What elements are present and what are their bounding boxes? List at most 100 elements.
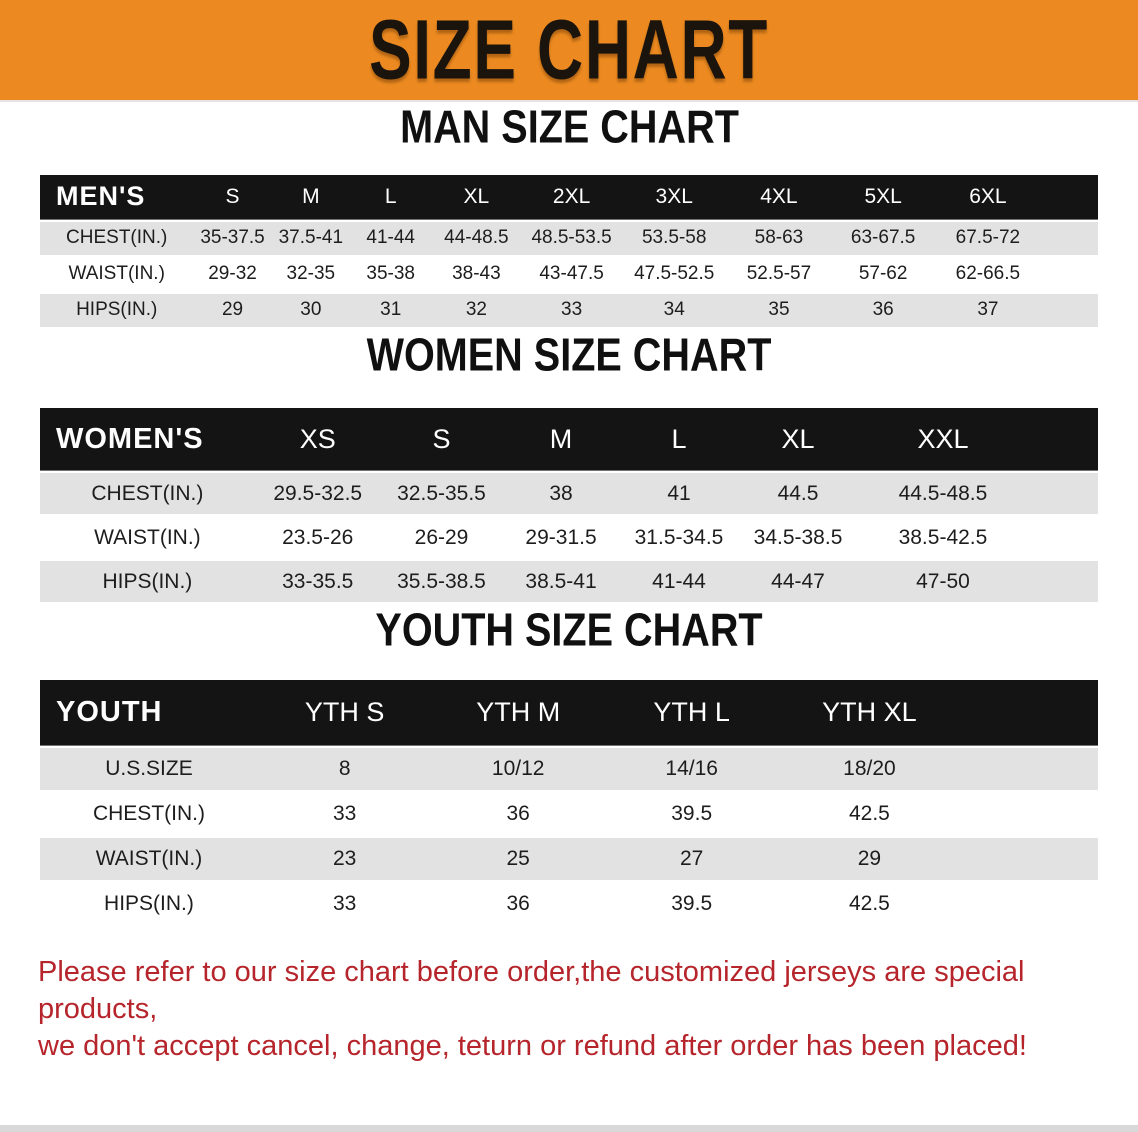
- youth-row-label: WAIST(IN.): [40, 837, 258, 880]
- women-section-title: WOMEN SIZE CHART: [366, 327, 772, 381]
- women-size-value: 29-31.5: [502, 517, 620, 558]
- men-size-value: 53.5-58: [621, 221, 727, 255]
- women-size-value: 38.5-42.5: [857, 517, 1029, 558]
- men-row-spacer: [1040, 221, 1098, 255]
- youth-size-value: 27: [604, 837, 779, 880]
- youth-size-table: YOUTH YTH S YTH M YTH L YTH XL U.S.SIZE 8 10/1…: [40, 677, 1098, 928]
- youth-size-value: 36: [431, 792, 605, 835]
- women-size-column-header: L: [619, 408, 739, 470]
- youth-table-row: HIPS(IN.) 33 36 39.5 42.5: [40, 882, 1098, 925]
- men-size-value: 43-47.5: [521, 257, 622, 291]
- disclaimer-text: Please refer to our size chart before or…: [38, 954, 1120, 1065]
- banner-title: SIZE CHART: [369, 2, 769, 97]
- men-table-row: HIPS(IN.) 29 30 31 32 33 34 35 36 37: [40, 293, 1098, 327]
- men-size-column-header: M: [271, 174, 350, 219]
- men-size-value: 52.5-57: [726, 257, 832, 291]
- men-row-label: CHEST(IN.): [40, 221, 194, 255]
- men-size-table-wrapper: MEN'S S M L XL 2XL 3XL 4XL 5XL 6XL CHEST(IN.) 35-3…: [0, 172, 1138, 330]
- women-table-row: HIPS(IN.) 33-35.5 35.5-38.5 38.5-41 41-44 44-…: [40, 561, 1098, 602]
- youth-size-value: 8: [257, 747, 432, 790]
- youth-size-value: 33: [257, 882, 432, 925]
- men-size-value: 31: [349, 293, 432, 327]
- men-size-value: 33: [521, 293, 622, 327]
- youth-size-column-header: YTH XL: [778, 679, 961, 745]
- men-size-value: 37.5-41: [271, 221, 350, 255]
- men-table-corner-label: MEN'S: [40, 174, 194, 219]
- men-size-value: 36: [831, 293, 935, 327]
- women-size-column-header: S: [380, 408, 503, 470]
- women-size-value: 41: [619, 473, 739, 514]
- youth-size-column-header: YTH L: [604, 679, 779, 745]
- women-row-label: WAIST(IN.): [40, 517, 255, 558]
- youth-row-label: U.S.SIZE: [40, 747, 258, 790]
- youth-size-table-wrapper: YOUTH YTH S YTH M YTH L YTH XL U.S.SIZE 8 10/1…: [0, 677, 1138, 928]
- women-size-value: 38: [502, 473, 620, 514]
- women-size-column-header: XS: [254, 408, 381, 470]
- men-size-value: 34: [621, 293, 727, 327]
- youth-size-value: 23: [257, 837, 432, 880]
- women-size-column-header: XXL: [857, 408, 1029, 470]
- youth-size-value: 39.5: [604, 882, 779, 925]
- men-size-value: 41-44: [349, 221, 432, 255]
- youth-table-row: U.S.SIZE 8 10/12 14/16 18/20: [40, 747, 1098, 790]
- youth-size-value: 33: [257, 792, 432, 835]
- women-row-spacer: [1028, 473, 1098, 514]
- women-size-value: 29.5-32.5: [254, 473, 381, 514]
- men-size-value: 48.5-53.5: [521, 221, 622, 255]
- youth-row-label: CHEST(IN.): [40, 792, 258, 835]
- youth-table-row: WAIST(IN.) 23 25 27 29: [40, 837, 1098, 880]
- youth-size-value: 18/20: [778, 747, 961, 790]
- women-size-table-wrapper: WOMEN'S XS S M L XL XXL CHEST(IN.) 29.5-32.5 32.…: [0, 405, 1138, 605]
- bottom-edge-strip: [0, 1125, 1138, 1132]
- men-size-column-header: 5XL: [831, 174, 935, 219]
- youth-size-value: 10/12: [431, 747, 605, 790]
- men-size-value: 30: [271, 293, 350, 327]
- women-table-corner-label: WOMEN'S: [40, 408, 255, 470]
- men-row-label: WAIST(IN.): [40, 257, 194, 291]
- youth-size-value: 14/16: [604, 747, 779, 790]
- men-size-value: 44-48.5: [431, 221, 522, 255]
- men-size-value: 38-43: [431, 257, 522, 291]
- youth-header-spacer: [960, 679, 1098, 745]
- men-size-value: 29-32: [193, 257, 272, 291]
- men-row-spacer: [1040, 257, 1098, 291]
- youth-size-column-header: YTH S: [257, 679, 432, 745]
- disclaimer-line-2: we don't accept cancel, change, teturn o…: [38, 1029, 1027, 1062]
- men-size-value: 58-63: [726, 221, 832, 255]
- youth-section-title: YOUTH SIZE CHART: [375, 602, 763, 657]
- men-row-spacer: [1040, 293, 1098, 327]
- men-size-value: 57-62: [831, 257, 935, 291]
- women-size-value: 35.5-38.5: [380, 561, 503, 602]
- women-size-value: 47-50: [857, 561, 1029, 602]
- women-size-value: 34.5-38.5: [738, 517, 858, 558]
- youth-row-label: HIPS(IN.): [40, 882, 258, 925]
- youth-size-value: 42.5: [778, 792, 961, 835]
- women-size-value: 44.5-48.5: [857, 473, 1029, 514]
- size-chart-banner: SIZE CHART: [0, 0, 1138, 102]
- youth-size-value: 39.5: [604, 792, 779, 835]
- youth-row-spacer: [960, 747, 1098, 790]
- men-header-row: MEN'S S M L XL 2XL 3XL 4XL 5XL 6XL: [40, 174, 1098, 219]
- men-size-value: 35-37.5: [193, 221, 272, 255]
- men-size-value: 47.5-52.5: [621, 257, 727, 291]
- women-table-row: CHEST(IN.) 29.5-32.5 32.5-35.5 38 41 44.5 44.5…: [40, 473, 1098, 514]
- men-size-column-header: L: [349, 174, 432, 219]
- youth-row-spacer: [960, 792, 1098, 835]
- youth-row-spacer: [960, 837, 1098, 880]
- men-size-value: 32: [431, 293, 522, 327]
- women-size-value: 32.5-35.5: [380, 473, 503, 514]
- women-row-spacer: [1028, 561, 1098, 602]
- men-size-value: 32-35: [271, 257, 350, 291]
- men-size-value: 63-67.5: [831, 221, 935, 255]
- women-size-value: 44.5: [738, 473, 858, 514]
- men-size-value: 35: [726, 293, 832, 327]
- women-row-label: CHEST(IN.): [40, 473, 255, 514]
- women-size-value: 26-29: [380, 517, 503, 558]
- women-size-value: 23.5-26: [254, 517, 381, 558]
- disclaimer-line-1: Please refer to our size chart before or…: [38, 955, 1025, 1025]
- men-size-column-header: S: [193, 174, 272, 219]
- women-row-label: HIPS(IN.): [40, 561, 255, 602]
- women-row-spacer: [1028, 517, 1098, 558]
- men-size-value: 37: [934, 293, 1041, 327]
- youth-size-value: 29: [778, 837, 961, 880]
